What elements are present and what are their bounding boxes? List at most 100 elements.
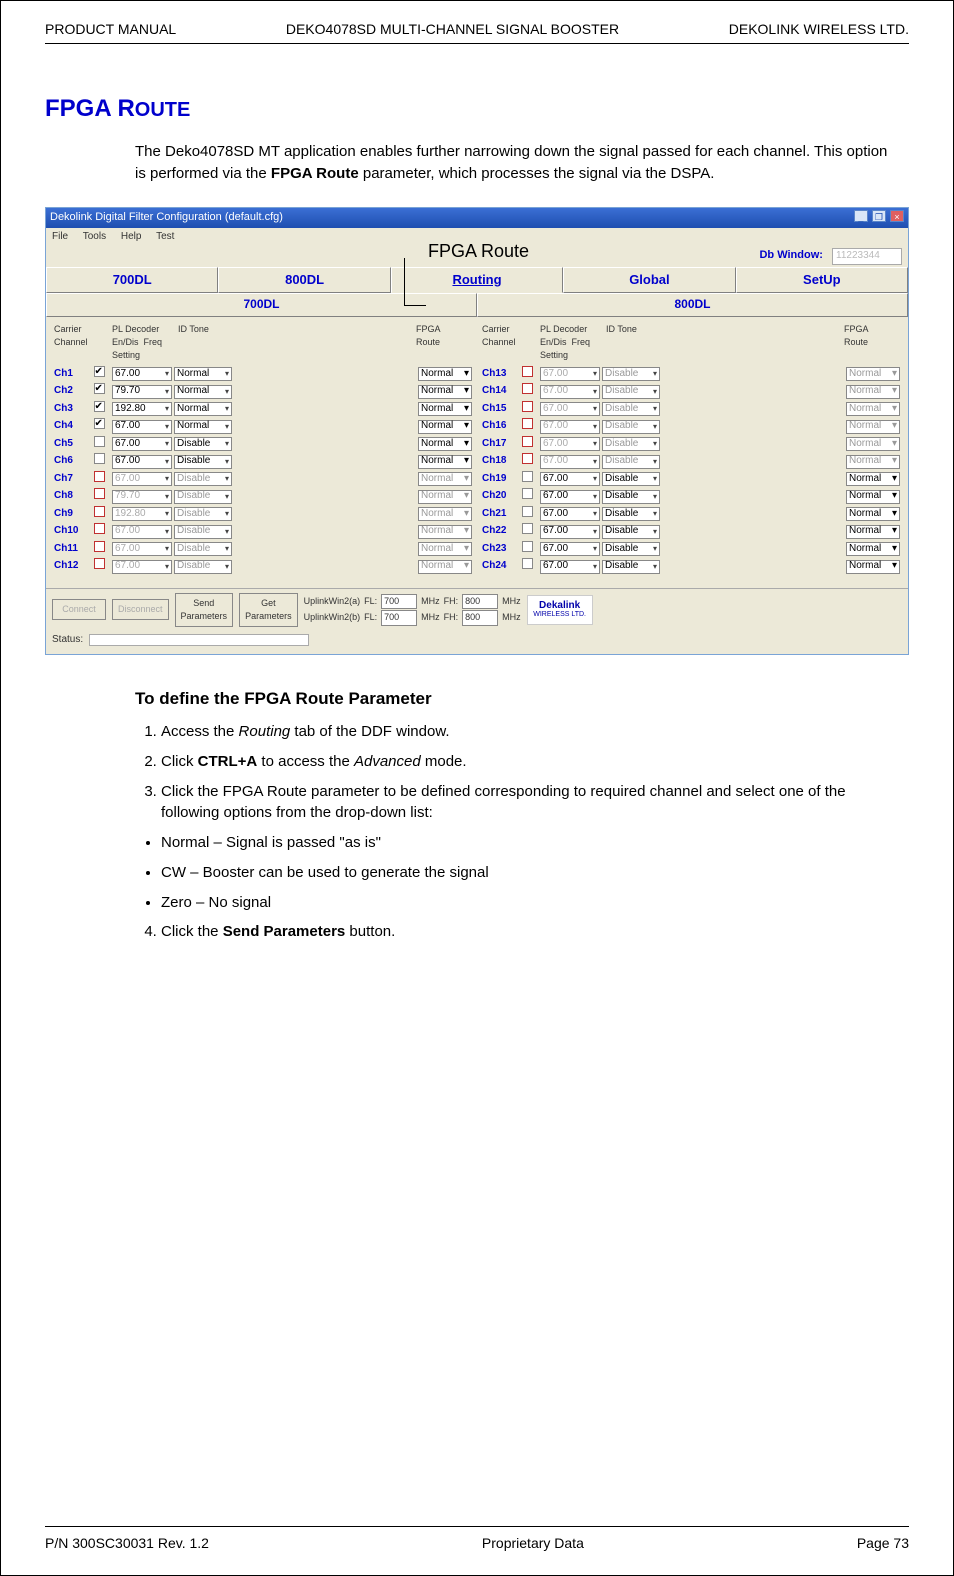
idtone-dropdown[interactable]: Disable▾	[174, 437, 232, 451]
subtab-800dl[interactable]: 800DL	[477, 293, 908, 316]
enable-checkbox[interactable]	[86, 418, 112, 435]
enable-checkbox[interactable]	[514, 523, 540, 540]
freq-dropdown[interactable]: 67.00▾	[540, 385, 600, 399]
enable-checkbox[interactable]	[514, 471, 540, 488]
fpga-route-dropdown[interactable]: Normal▾	[418, 437, 472, 451]
menu-file[interactable]: File	[52, 231, 68, 242]
freq-dropdown[interactable]: 67.00▾	[112, 420, 172, 434]
idtone-dropdown[interactable]: Disable▾	[602, 402, 660, 416]
enable-checkbox[interactable]	[86, 488, 112, 505]
uplink-b-fh[interactable]: 800	[462, 610, 498, 625]
enable-checkbox[interactable]	[86, 541, 112, 558]
freq-dropdown[interactable]: 67.00▾	[540, 402, 600, 416]
freq-dropdown[interactable]: 67.00▾	[112, 437, 172, 451]
fpga-route-dropdown[interactable]: Normal▾	[846, 420, 900, 434]
fpga-route-dropdown[interactable]: Normal▾	[846, 367, 900, 381]
idtone-dropdown[interactable]: Normal▾	[174, 402, 232, 416]
idtone-dropdown[interactable]: Disable▾	[174, 542, 232, 556]
enable-checkbox[interactable]	[86, 558, 112, 575]
fpga-route-dropdown[interactable]: Normal▾	[846, 472, 900, 486]
fpga-route-dropdown[interactable]: Normal▾	[418, 507, 472, 521]
idtone-dropdown[interactable]: Disable▾	[174, 472, 232, 486]
enable-checkbox[interactable]	[86, 366, 112, 383]
tab-700dl[interactable]: 700DL	[46, 267, 218, 294]
freq-dropdown[interactable]: 67.00▾	[540, 367, 600, 381]
freq-dropdown[interactable]: 67.00▾	[112, 367, 172, 381]
freq-dropdown[interactable]: 67.00▾	[112, 455, 172, 469]
idtone-dropdown[interactable]: Normal▾	[174, 385, 232, 399]
enable-checkbox[interactable]	[514, 436, 540, 453]
tab-setup[interactable]: SetUp	[736, 267, 908, 294]
uplink-b-fl[interactable]: 700	[381, 610, 417, 625]
fpga-route-dropdown[interactable]: Normal▾	[418, 367, 472, 381]
fpga-route-dropdown[interactable]: Normal▾	[418, 402, 472, 416]
enable-checkbox[interactable]	[514, 453, 540, 470]
idtone-dropdown[interactable]: Disable▾	[174, 490, 232, 504]
freq-dropdown[interactable]: 67.00▾	[540, 490, 600, 504]
tab-global[interactable]: Global	[563, 267, 735, 294]
enable-checkbox[interactable]	[514, 558, 540, 575]
freq-dropdown[interactable]: 79.70▾	[112, 385, 172, 399]
fpga-route-dropdown[interactable]: Normal▾	[846, 437, 900, 451]
fpga-route-dropdown[interactable]: Normal▾	[418, 560, 472, 574]
freq-dropdown[interactable]: 67.00▾	[540, 507, 600, 521]
freq-dropdown[interactable]: 67.00▾	[540, 472, 600, 486]
freq-dropdown[interactable]: 67.00▾	[540, 437, 600, 451]
freq-dropdown[interactable]: 67.00▾	[540, 560, 600, 574]
fpga-route-dropdown[interactable]: Normal▾	[418, 542, 472, 556]
freq-dropdown[interactable]: 67.00▾	[540, 420, 600, 434]
idtone-dropdown[interactable]: Disable▾	[602, 385, 660, 399]
idtone-dropdown[interactable]: Disable▾	[602, 542, 660, 556]
freq-dropdown[interactable]: 67.00▾	[540, 455, 600, 469]
connect-button[interactable]: Connect	[52, 599, 106, 620]
freq-dropdown[interactable]: 192.80▾	[112, 507, 172, 521]
fpga-route-dropdown[interactable]: Normal▾	[846, 455, 900, 469]
enable-checkbox[interactable]	[86, 471, 112, 488]
idtone-dropdown[interactable]: Disable▾	[602, 560, 660, 574]
idtone-dropdown[interactable]: Normal▾	[174, 367, 232, 381]
fpga-route-dropdown[interactable]: Normal▾	[846, 525, 900, 539]
menu-help[interactable]: Help	[121, 231, 142, 242]
fpga-route-dropdown[interactable]: Normal▾	[418, 525, 472, 539]
maximize-icon[interactable]: ❐	[872, 210, 886, 222]
fpga-route-dropdown[interactable]: Normal▾	[846, 402, 900, 416]
freq-dropdown[interactable]: 67.00▾	[540, 525, 600, 539]
fpga-route-dropdown[interactable]: Normal▾	[418, 420, 472, 434]
idtone-dropdown[interactable]: Disable▾	[602, 472, 660, 486]
idtone-dropdown[interactable]: Disable▾	[602, 507, 660, 521]
disconnect-button[interactable]: Disconnect	[112, 599, 169, 620]
enable-checkbox[interactable]	[86, 523, 112, 540]
idtone-dropdown[interactable]: Disable▾	[602, 490, 660, 504]
enable-checkbox[interactable]	[514, 418, 540, 435]
fpga-route-dropdown[interactable]: Normal▾	[846, 507, 900, 521]
enable-checkbox[interactable]	[86, 453, 112, 470]
idtone-dropdown[interactable]: Disable▾	[174, 525, 232, 539]
freq-dropdown[interactable]: 67.00▾	[112, 525, 172, 539]
uplink-a-fh[interactable]: 800	[462, 594, 498, 609]
enable-checkbox[interactable]	[514, 401, 540, 418]
uplink-a-fl[interactable]: 700	[381, 594, 417, 609]
idtone-dropdown[interactable]: Disable▾	[602, 420, 660, 434]
fpga-route-dropdown[interactable]: Normal▾	[418, 472, 472, 486]
idtone-dropdown[interactable]: Disable▾	[602, 367, 660, 381]
enable-checkbox[interactable]	[86, 401, 112, 418]
idtone-dropdown[interactable]: Normal▾	[174, 420, 232, 434]
freq-dropdown[interactable]: 67.00▾	[112, 472, 172, 486]
enable-checkbox[interactable]	[514, 541, 540, 558]
freq-dropdown[interactable]: 67.00▾	[540, 542, 600, 556]
close-icon[interactable]: ×	[890, 210, 904, 222]
get-parameters-button[interactable]: Get Parameters	[239, 593, 298, 627]
idtone-dropdown[interactable]: Disable▾	[602, 525, 660, 539]
enable-checkbox[interactable]	[86, 436, 112, 453]
tab-800dl[interactable]: 800DL	[218, 267, 390, 294]
idtone-dropdown[interactable]: Disable▾	[602, 455, 660, 469]
fpga-route-dropdown[interactable]: Normal▾	[846, 560, 900, 574]
minimize-icon[interactable]: _	[854, 210, 868, 222]
freq-dropdown[interactable]: 192.80▾	[112, 402, 172, 416]
freq-dropdown[interactable]: 67.00▾	[112, 542, 172, 556]
enable-checkbox[interactable]	[86, 506, 112, 523]
enable-checkbox[interactable]	[86, 383, 112, 400]
freq-dropdown[interactable]: 67.00▾	[112, 560, 172, 574]
idtone-dropdown[interactable]: Disable▾	[174, 455, 232, 469]
idtone-dropdown[interactable]: Disable▾	[602, 437, 660, 451]
